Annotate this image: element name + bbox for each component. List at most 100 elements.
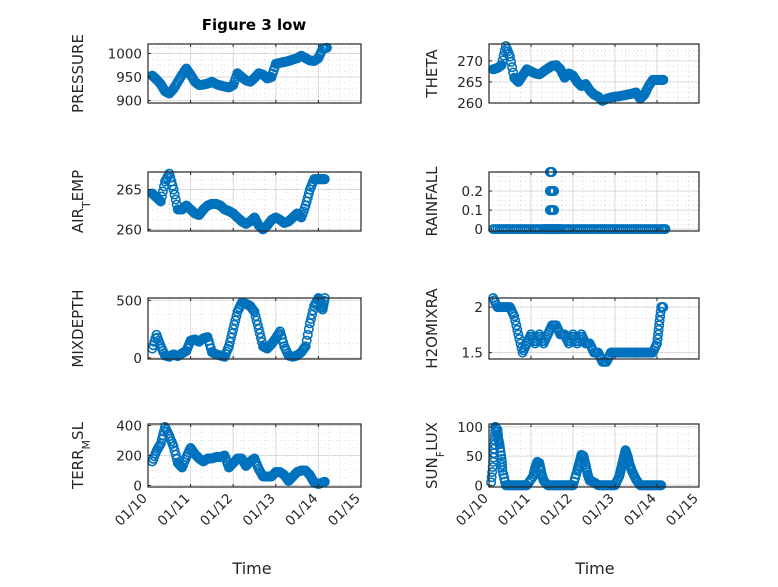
data-point: [652, 333, 663, 344]
data-point: [513, 329, 524, 340]
data-point: [506, 56, 517, 67]
y-tick-label: 260: [457, 96, 483, 112]
subplot-sun-flux: 0 50 100 01/10 01/11 01/12 01/13 01/14 01/15 SUNF…: [423, 420, 702, 529]
x-tick-label: 01/13: [240, 491, 279, 530]
y-tick-label: 0: [133, 479, 142, 495]
data-point: [302, 329, 313, 340]
data-point: [487, 467, 498, 478]
axes-box: [147, 297, 362, 360]
data-point: [509, 311, 520, 322]
y-tick-label: 260: [116, 222, 142, 238]
data-point: [511, 320, 522, 331]
y-tick-label: 400: [116, 419, 142, 435]
data-point: [295, 211, 306, 222]
axes-box: [488, 171, 700, 232]
data-point: [301, 335, 312, 346]
data-point: [486, 472, 497, 483]
x-tick-label: 01/14: [282, 491, 321, 530]
x-tick-label: 01/11: [495, 491, 534, 530]
y-tick-label: 2: [474, 300, 483, 316]
subplot-rainfall: 0 0.1 0.2 RAINFALL: [423, 166, 700, 238]
data-point: [303, 324, 314, 335]
x-tick-label: 01/12: [197, 491, 236, 530]
data-point: [658, 74, 669, 85]
data-point: [496, 450, 507, 461]
axes-box: [488, 43, 700, 104]
figure-title: Figure 3 low: [202, 16, 307, 34]
y-tick-label: 0: [133, 351, 142, 367]
data-point: [494, 439, 505, 450]
markers: [147, 292, 330, 362]
subplot-theta: 260 265 270 THETA: [423, 41, 700, 112]
y-tick-label: 50: [466, 449, 483, 465]
y-tick-label: 0: [474, 222, 483, 238]
data-point: [504, 51, 515, 62]
y-axis-label: PRESSURE: [69, 34, 87, 113]
y-tick-label: 0: [474, 478, 483, 494]
data-point: [653, 329, 664, 340]
y-tick-label: 900: [116, 94, 142, 110]
data-point: [156, 191, 167, 202]
subplot-terr-msl: 0 200 400 01/10 01/11 01/12 01/13 01/14 01/15 TER…: [69, 419, 364, 530]
data-point: [495, 443, 506, 454]
x-tick-label: 01/15: [325, 491, 364, 530]
markers: [147, 168, 330, 235]
y-axis-label: MIXDEPTH: [69, 289, 87, 367]
data-point: [298, 344, 309, 355]
data-point: [169, 189, 180, 200]
data-point: [157, 186, 168, 197]
axes-box: [147, 43, 362, 104]
markers: [147, 42, 332, 99]
y-axis-label: H2OMIXRA: [423, 288, 441, 369]
data-point: [507, 62, 518, 73]
x-tick-label: 01/10: [453, 491, 492, 530]
data-point: [231, 311, 242, 322]
subplot-air-temp: 260 265 AIRTEMP: [69, 168, 362, 238]
y-tick-label: 100: [457, 420, 483, 436]
y-axis-label: AIRTEMP: [69, 170, 93, 233]
x-tick-label: 01/11: [155, 491, 194, 530]
x-axis-label-left: Time: [231, 559, 271, 578]
data-point: [495, 446, 506, 457]
markers: [488, 292, 669, 367]
x-axis-label-right: Time: [574, 559, 614, 578]
data-point: [308, 305, 319, 316]
data-point: [300, 341, 311, 352]
data-point: [654, 320, 665, 331]
y-tick-label: 1.5: [462, 346, 483, 362]
axes-box: [147, 171, 362, 232]
x-tick-label: 01/12: [537, 491, 576, 530]
data-point: [496, 60, 507, 71]
data-point: [319, 476, 330, 487]
markers: [147, 421, 330, 489]
y-tick-label: 265: [457, 75, 483, 91]
y-tick-label: 270: [457, 54, 483, 70]
subplot-h2omixra: 1.5 2 H2OMIXRA: [423, 288, 700, 369]
y-tick-label: 200: [116, 449, 142, 465]
data-point: [293, 209, 304, 220]
subplot-pressure: 900 950 1000 PRESSURE: [69, 34, 362, 113]
plot-area: [489, 172, 699, 231]
markers: [488, 41, 669, 106]
y-tick-label: 1000: [108, 46, 142, 62]
data-point: [153, 194, 164, 205]
x-tick-label: 01/15: [663, 491, 702, 530]
y-tick-label: 950: [116, 70, 142, 86]
data-point: [510, 315, 521, 326]
axes-box: [488, 297, 700, 360]
x-tick-label: 01/13: [579, 491, 618, 530]
data-point: [549, 205, 560, 216]
y-axis-label: RAINFALL: [423, 166, 441, 237]
x-tick-label: 01/10: [112, 491, 151, 530]
data-point: [168, 184, 179, 195]
data-point: [660, 224, 671, 235]
data-point: [654, 315, 665, 326]
axes-box: [488, 423, 700, 488]
data-point: [319, 174, 330, 185]
data-point: [512, 324, 523, 335]
data-point: [655, 311, 666, 322]
y-axis-label: THETA: [423, 49, 441, 99]
y-axis-label: SUNFLUX: [423, 422, 447, 489]
subplot-mixdepth: 0 500 MIXDEPTH: [69, 289, 362, 368]
